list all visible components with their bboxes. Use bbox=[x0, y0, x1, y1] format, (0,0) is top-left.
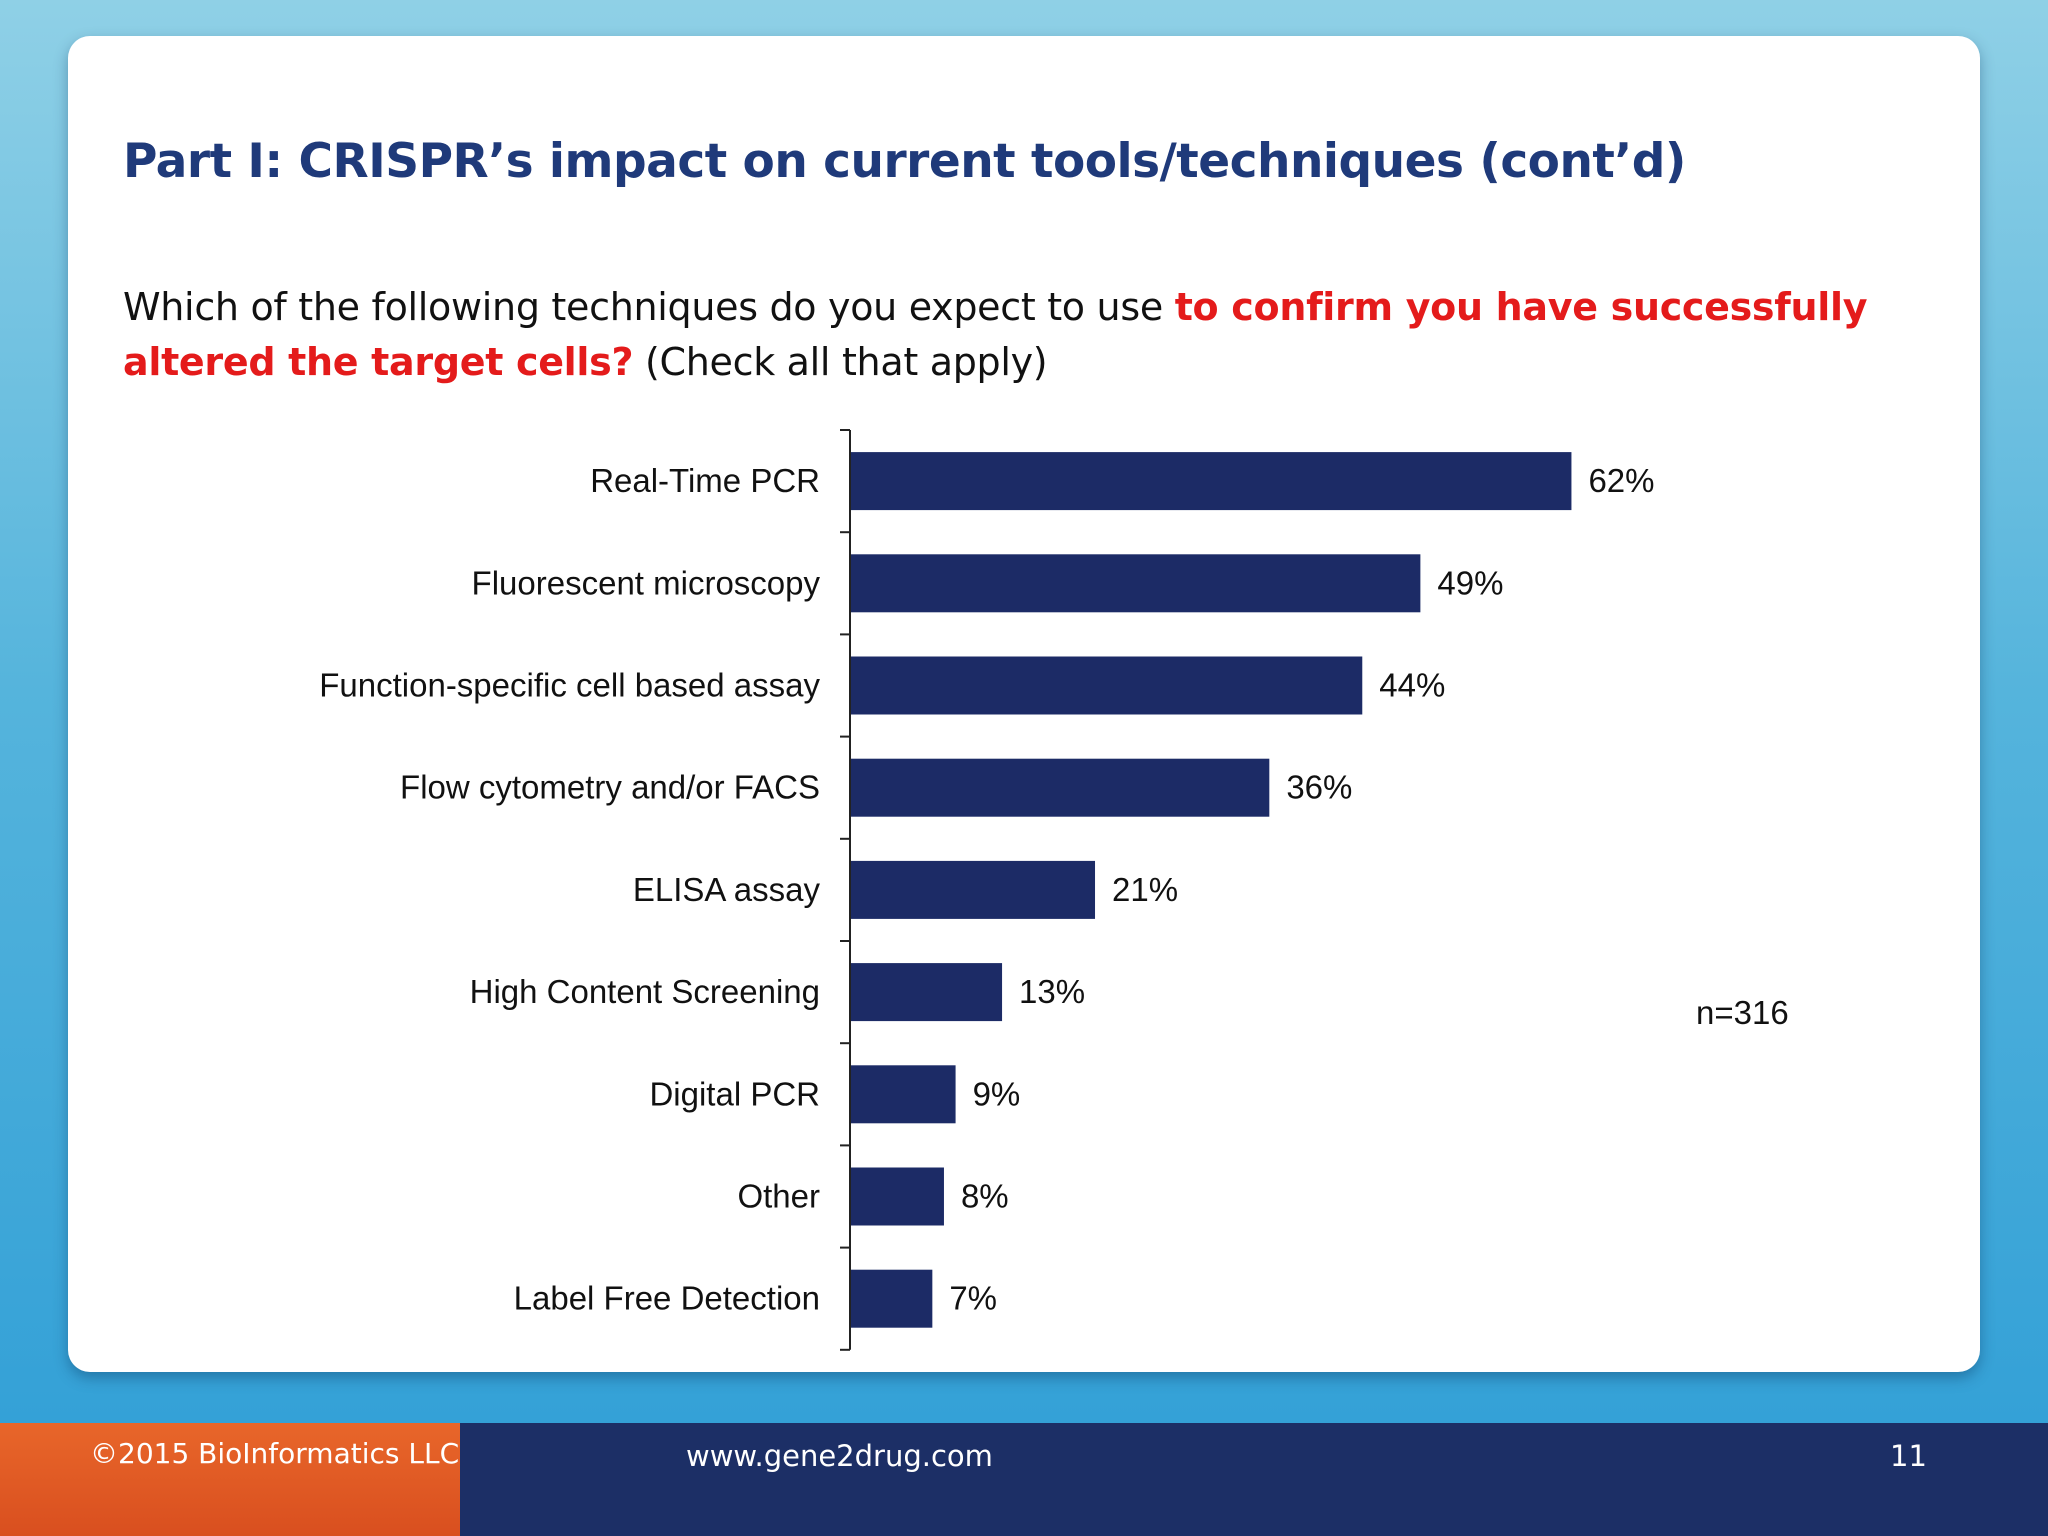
category-label: Label Free Detection bbox=[514, 1280, 820, 1317]
category-label: Function-specific cell based assay bbox=[319, 667, 820, 704]
sample-size-note: n=316 bbox=[1696, 994, 1789, 1031]
category-label: ELISA assay bbox=[633, 871, 821, 908]
bar bbox=[851, 554, 1421, 613]
footer-url: www.gene2drug.com bbox=[686, 1439, 993, 1473]
data-label: 8% bbox=[961, 1178, 1009, 1215]
bar bbox=[851, 758, 1270, 817]
category-label: Real-Time PCR bbox=[590, 462, 820, 499]
data-label: 49% bbox=[1437, 564, 1503, 601]
data-label: 21% bbox=[1112, 871, 1178, 908]
survey-question: Which of the following techniques do you… bbox=[123, 280, 1923, 390]
bar bbox=[851, 1065, 956, 1124]
question-emphasis: to confirm you have successfully altered… bbox=[123, 285, 1868, 384]
data-label: 7% bbox=[949, 1280, 997, 1317]
data-label: 9% bbox=[973, 1075, 1021, 1112]
page-number: 11 bbox=[1890, 1439, 1927, 1473]
question-note: (Check all that apply) bbox=[633, 340, 1048, 384]
bar bbox=[851, 452, 1572, 511]
data-label: 62% bbox=[1588, 462, 1654, 499]
category-label: Fluorescent microscopy bbox=[472, 564, 821, 601]
bar bbox=[851, 963, 1003, 1022]
category-label: High Content Screening bbox=[470, 973, 820, 1010]
data-label: 13% bbox=[1019, 973, 1085, 1010]
bar bbox=[851, 656, 1363, 715]
data-label: 44% bbox=[1379, 667, 1445, 704]
category-label: Digital PCR bbox=[649, 1075, 820, 1112]
question-text: Which of the following techniques do you… bbox=[123, 285, 1175, 329]
bar bbox=[851, 860, 1096, 919]
slide-title: Part I: CRISPR’s impact on current tools… bbox=[123, 134, 1686, 189]
footer-bar: ©2015 BioInformatics LLC www.gene2drug.c… bbox=[0, 1423, 2048, 1536]
bar bbox=[851, 1269, 933, 1328]
data-label: 36% bbox=[1286, 769, 1352, 806]
footer-accent-block bbox=[0, 1423, 460, 1536]
category-label: Other bbox=[737, 1178, 820, 1215]
footer-copyright: ©2015 BioInformatics LLC bbox=[90, 1437, 460, 1470]
category-label: Flow cytometry and/or FACS bbox=[400, 769, 820, 806]
bar bbox=[851, 1167, 944, 1226]
